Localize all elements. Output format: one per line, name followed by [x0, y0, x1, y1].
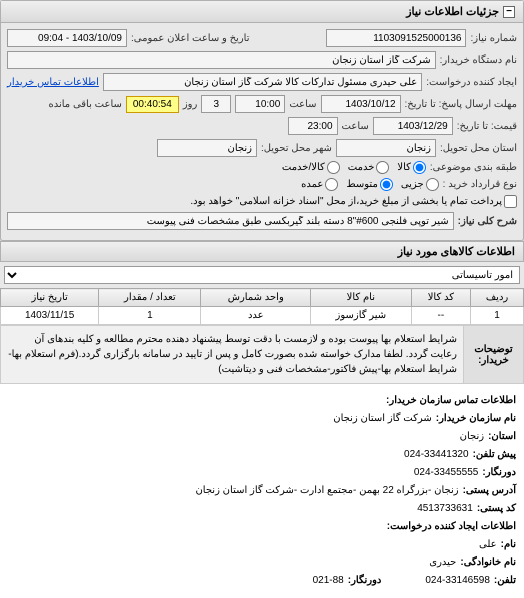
announce-date-label: تاریخ و ساعت اعلان عمومی: [131, 33, 250, 44]
th-name: نام کالا [311, 289, 412, 307]
delivery-city-field [157, 139, 257, 157]
deadline-label: مهلت ارسال پاسخ: تا تاریخ: [405, 99, 517, 110]
announce-date-field [7, 29, 127, 47]
delivery-city-label: شهر محل تحویل: [261, 143, 332, 154]
lastname-value: حیدری [429, 554, 456, 572]
cell-row: 1 [471, 307, 524, 325]
ct-small-radio[interactable] [426, 178, 439, 191]
requester-label: ایجاد کننده درخواست: [426, 77, 517, 88]
remaining-label: ساعت باقی مانده [48, 99, 121, 110]
name-label: نام: [501, 536, 516, 554]
th-qty: تعداد / مقدار [99, 289, 201, 307]
ct-medium-option[interactable]: متوسط [346, 178, 392, 191]
postal-label: کد پستی: [477, 500, 516, 518]
ct-large-option[interactable]: عمده [301, 178, 338, 191]
creator-fax-value: 021-88 [313, 572, 344, 590]
deadline-time-field [235, 95, 285, 113]
creator-phone-label: تلفن: [494, 572, 516, 590]
th-date: تاریخ نیاز [1, 289, 99, 307]
cell-code: -- [411, 307, 470, 325]
collapse-icon[interactable]: − [503, 6, 515, 18]
org-value: شرکت گاز استان زنجان [333, 410, 431, 428]
details-panel: − جزئیات اطلاعات نیاز شماره نیاز: تاریخ … [0, 0, 524, 241]
th-row: ردیف [471, 289, 524, 307]
quote-time-field [288, 117, 338, 135]
name-value: علی [479, 536, 497, 554]
table-row[interactable]: 1 -- شیر گازسوز عدد 1 1403/11/15 [1, 307, 524, 325]
cat-goods-option[interactable]: کالا [397, 161, 426, 174]
contract-type-label: نوع قرارداد خرید : [443, 179, 517, 190]
panel-body: شماره نیاز: تاریخ و ساعت اعلان عمومی: نا… [1, 23, 523, 240]
cell-name: شیر گازسوز [311, 307, 412, 325]
payment-note-text: پرداخت تمام یا بخشی از مبلغ خرید،از محل … [190, 196, 502, 207]
quote-until-label: قیمت: تا تاریخ: [457, 121, 517, 132]
lastname-label: نام خانوادگی: [460, 554, 516, 572]
requester-field [103, 73, 422, 91]
panel-header: − جزئیات اطلاعات نیاز [1, 1, 523, 23]
buyer-org-field [7, 51, 436, 69]
delivery-province-field [336, 139, 436, 157]
contact-section: اطلاعات تماس سازمان خریدار: نام سازمان خ… [0, 384, 524, 598]
th-code: کد کالا [411, 289, 470, 307]
cat-goods-radio[interactable] [413, 161, 426, 174]
creator-phone-value: 024-33146598 [425, 572, 490, 590]
province-value: زنجان [460, 428, 484, 446]
ct-small-option[interactable]: جزیی [401, 178, 439, 191]
subject-label: شرح کلی نیاز: [458, 216, 517, 227]
creator-fax-label: دورنگار: [348, 572, 382, 590]
cell-date: 1403/11/15 [1, 307, 99, 325]
time-label-1: ساعت [289, 99, 316, 110]
request-no-field [326, 29, 466, 47]
cell-unit: عدد [201, 307, 311, 325]
contract-type-radio-group: جزیی متوسط عمده [301, 178, 439, 191]
phone-label: پیش تلفن: [473, 446, 516, 464]
creator-title: اطلاعات ایجاد کننده درخواست: [387, 518, 516, 536]
cat-service-option[interactable]: خدمت [348, 161, 390, 174]
desc-text: شرایط استعلام بها پیوست بوده و لازمست با… [1, 326, 464, 384]
category-filter-select[interactable]: امور تاسیساتی [4, 266, 520, 284]
address-value: زنجان -بزرگراه 22 بهمن -مجتمع ادارت -شرک… [195, 482, 458, 500]
buyer-org-label: نام دستگاه خریدار: [440, 55, 517, 66]
address-label: آدرس پستی: [463, 482, 516, 500]
cat-goods-service-option[interactable]: کالا/خدمت [282, 161, 340, 174]
request-no-label: شماره نیاز: [470, 33, 517, 44]
ct-medium-radio[interactable] [380, 178, 393, 191]
ct-large-radio[interactable] [325, 178, 338, 191]
time-label-2: ساعت [342, 121, 369, 132]
days-field [201, 95, 231, 113]
payment-note-checkbox[interactable] [504, 195, 517, 208]
goods-table: ردیف کد کالا نام کالا واحد شمارش تعداد /… [0, 288, 524, 325]
goods-section-title: اطلاعات کالاهای مورد نیاز [0, 241, 524, 262]
fax-value: 024-33455555 [414, 464, 479, 482]
contact-title: اطلاعات تماس سازمان خریدار: [386, 392, 516, 410]
quote-date-field [373, 117, 453, 135]
fax-label: دورنگار: [482, 464, 516, 482]
delivery-province-label: استان محل تحویل: [440, 143, 517, 154]
cat-goods-service-radio[interactable] [327, 161, 340, 174]
cell-qty: 1 [99, 307, 201, 325]
province-label: استان: [488, 428, 516, 446]
th-unit: واحد شمارش [201, 289, 311, 307]
category-label: طبقه بندی موضوعی: [430, 162, 517, 173]
phone-value: 024-33441320 [404, 446, 469, 464]
buyer-contact-link[interactable]: اطلاعات تماس خریدار [7, 77, 99, 88]
org-label: نام سازمان خریدار: [436, 410, 516, 428]
postal-value: 4513733631 [417, 500, 473, 518]
days-label: روز [183, 99, 198, 110]
deadline-date-field [321, 95, 401, 113]
remaining-timer: 00:40:54 [126, 96, 179, 113]
description-table: توضیحات خریدار: شرایط استعلام بها پیوست … [0, 325, 524, 384]
payment-note-option[interactable]: پرداخت تمام یا بخشی از مبلغ خرید،از محل … [190, 195, 517, 208]
desc-label: توضیحات خریدار: [464, 326, 524, 384]
cat-service-radio[interactable] [376, 161, 389, 174]
subject-field [7, 212, 454, 230]
category-radio-group: کالا خدمت کالا/خدمت [282, 161, 426, 174]
panel-title: جزئیات اطلاعات نیاز [406, 5, 499, 18]
